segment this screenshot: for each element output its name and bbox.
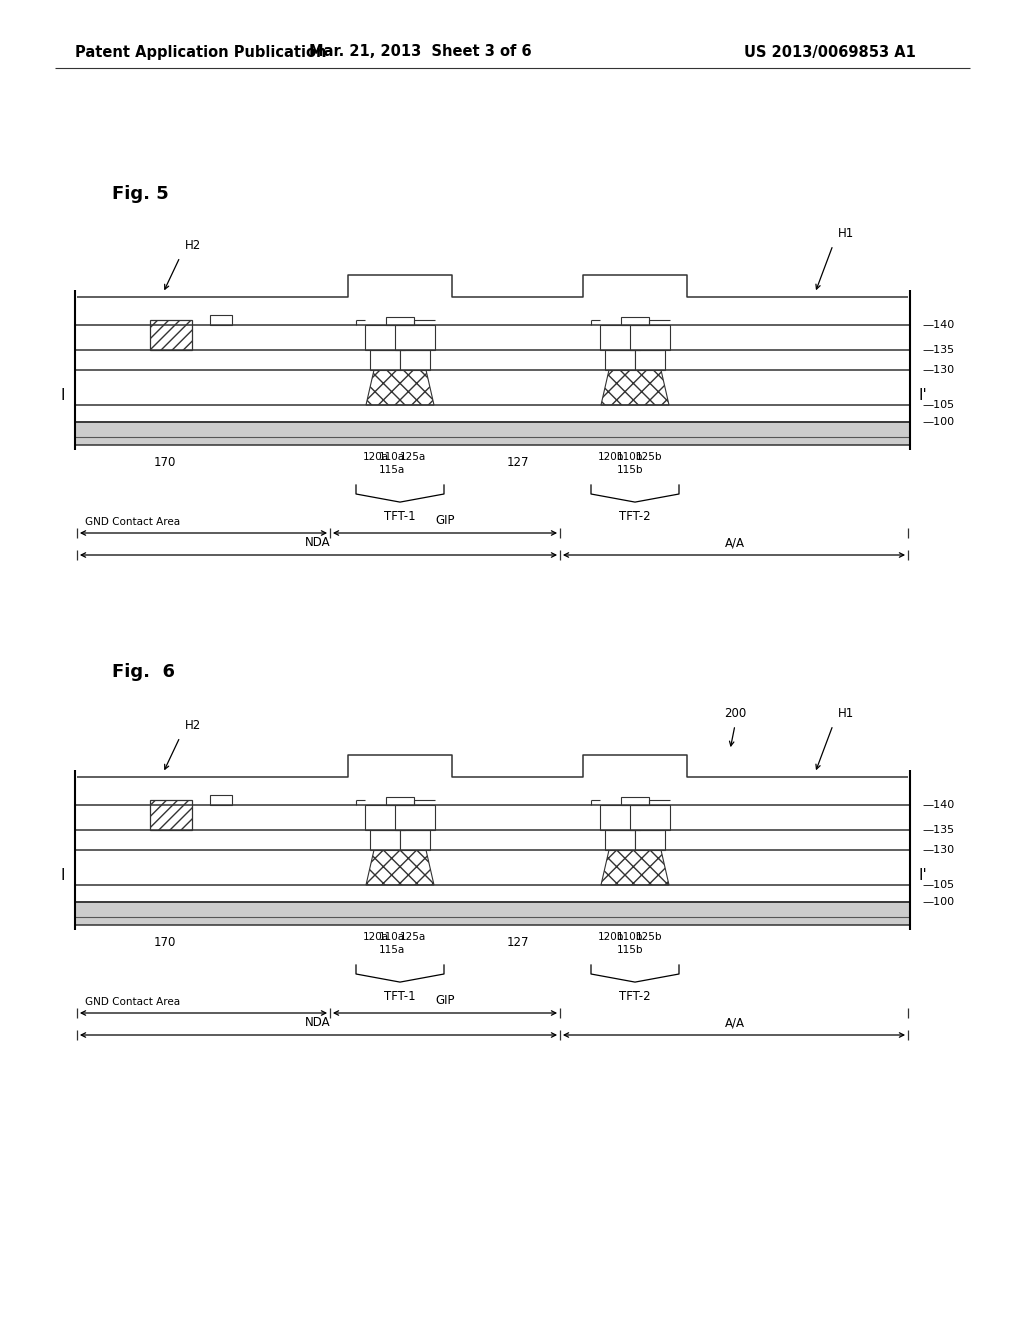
Bar — [630, 325, 670, 350]
Text: —135: —135 — [922, 345, 954, 355]
Bar — [150, 319, 193, 350]
Bar — [605, 350, 635, 370]
Text: GND Contact Area: GND Contact Area — [85, 997, 180, 1007]
Text: H1: H1 — [838, 227, 854, 240]
Bar — [150, 800, 193, 830]
Text: 127: 127 — [506, 936, 528, 949]
Bar — [621, 317, 649, 325]
Text: 115a: 115a — [379, 465, 406, 475]
Text: GND Contact Area: GND Contact Area — [85, 517, 180, 527]
Text: —100: —100 — [922, 898, 954, 907]
Text: TFT-1: TFT-1 — [384, 990, 416, 1003]
Text: 110b: 110b — [617, 451, 643, 462]
Bar — [400, 350, 430, 370]
Bar — [605, 830, 635, 850]
Bar — [395, 805, 435, 830]
Text: H2: H2 — [185, 719, 202, 733]
Bar — [635, 350, 665, 370]
Polygon shape — [366, 850, 434, 884]
Text: I': I' — [918, 388, 927, 403]
Text: TFT-2: TFT-2 — [620, 990, 651, 1003]
Text: H2: H2 — [185, 239, 202, 252]
Text: US 2013/0069853 A1: US 2013/0069853 A1 — [744, 45, 915, 59]
Polygon shape — [609, 840, 631, 850]
Text: —130: —130 — [922, 845, 954, 855]
Text: Patent Application Publication: Patent Application Publication — [75, 45, 327, 59]
Text: GIP: GIP — [435, 513, 455, 527]
Text: 125b: 125b — [636, 932, 663, 942]
Text: Fig.  6: Fig. 6 — [112, 663, 175, 681]
Bar — [600, 805, 640, 830]
Bar — [365, 805, 406, 830]
Bar — [600, 325, 640, 350]
Text: 115a: 115a — [379, 945, 406, 954]
Text: 120b: 120b — [598, 932, 625, 942]
Polygon shape — [366, 370, 434, 405]
Polygon shape — [601, 370, 669, 405]
Bar — [210, 795, 232, 805]
Bar — [210, 315, 232, 325]
Bar — [395, 325, 435, 350]
Bar — [400, 830, 430, 850]
Bar — [370, 350, 400, 370]
Bar — [621, 797, 649, 805]
Bar — [386, 797, 414, 805]
Polygon shape — [609, 359, 631, 370]
Text: 170: 170 — [154, 936, 176, 949]
Text: NDA: NDA — [305, 536, 331, 549]
Text: NDA: NDA — [305, 1016, 331, 1030]
Text: 125a: 125a — [399, 932, 426, 942]
Polygon shape — [636, 840, 662, 850]
Text: 110b: 110b — [617, 932, 643, 942]
Bar — [75, 422, 910, 445]
Bar — [630, 805, 670, 830]
Text: GIP: GIP — [435, 994, 455, 1007]
Text: 115b: 115b — [616, 945, 643, 954]
Polygon shape — [401, 840, 426, 850]
Text: I: I — [60, 388, 65, 403]
Text: 170: 170 — [154, 455, 176, 469]
Text: Mar. 21, 2013  Sheet 3 of 6: Mar. 21, 2013 Sheet 3 of 6 — [308, 45, 531, 59]
Text: 110a: 110a — [379, 451, 406, 462]
Text: —105: —105 — [922, 400, 954, 411]
Text: —140: —140 — [922, 800, 954, 810]
Text: A/A: A/A — [725, 1016, 745, 1030]
Text: 120a: 120a — [362, 451, 389, 462]
Polygon shape — [374, 840, 396, 850]
Text: I: I — [60, 867, 65, 883]
Text: I': I' — [918, 867, 927, 883]
Text: 120b: 120b — [598, 451, 625, 462]
Bar — [635, 830, 665, 850]
Text: 200: 200 — [724, 708, 746, 719]
Text: TFT-2: TFT-2 — [620, 510, 651, 523]
Polygon shape — [374, 359, 396, 370]
Bar — [365, 325, 406, 350]
Bar — [75, 902, 910, 925]
Text: —105: —105 — [922, 880, 954, 890]
Text: A/A: A/A — [725, 536, 745, 549]
Text: —100: —100 — [922, 417, 954, 426]
Polygon shape — [636, 359, 662, 370]
Bar — [386, 317, 414, 325]
Text: —135: —135 — [922, 825, 954, 836]
Bar — [370, 830, 400, 850]
Text: 127: 127 — [506, 455, 528, 469]
Text: 125b: 125b — [636, 451, 663, 462]
Polygon shape — [601, 850, 669, 884]
Text: —140: —140 — [922, 319, 954, 330]
Polygon shape — [401, 359, 426, 370]
Text: —130: —130 — [922, 366, 954, 375]
Text: H1: H1 — [838, 708, 854, 719]
Text: 125a: 125a — [399, 451, 426, 462]
Text: 120a: 120a — [362, 932, 389, 942]
Text: 115b: 115b — [616, 465, 643, 475]
Text: TFT-1: TFT-1 — [384, 510, 416, 523]
Text: 110a: 110a — [379, 932, 406, 942]
Text: Fig. 5: Fig. 5 — [112, 185, 169, 203]
